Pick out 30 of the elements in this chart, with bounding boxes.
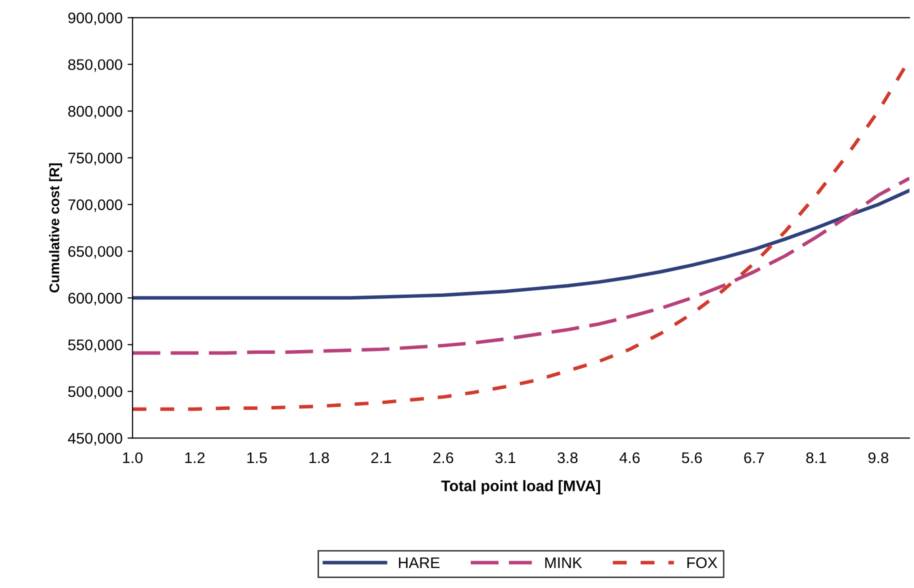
- y-tick-label: 900,000: [68, 12, 122, 26]
- x-tick-label: 9.8: [868, 452, 888, 464]
- x-tick-label: 1.0: [123, 452, 143, 464]
- y-tick-label: 500,000: [68, 386, 122, 399]
- x-tick-label: 4.6: [619, 452, 640, 464]
- x-tick-label: 5.6: [682, 452, 702, 464]
- legend-label: HARE: [398, 557, 440, 568]
- line-series: [132, 188, 910, 300]
- y-tick-label: 550,000: [68, 340, 122, 352]
- y-axis-title: Cumulative cost [R]: [49, 163, 62, 292]
- y-tick-label: 600,000: [68, 292, 122, 306]
- x-tick-label: 3.1: [495, 452, 516, 464]
- x-tick-label: 1.8: [310, 452, 329, 464]
- y-tick-label: 850,000: [68, 59, 122, 72]
- y-tick-label: 450,000: [68, 432, 122, 446]
- x-tick-label: 2.1: [371, 452, 392, 464]
- y-tick-label: 700,000: [68, 199, 122, 212]
- y-tick-label: 750,000: [68, 152, 122, 166]
- x-tick-label: 1.5: [247, 452, 267, 464]
- x-axis-title: Total point load [MVA]: [441, 480, 600, 494]
- legend-label: MINK: [545, 557, 582, 568]
- x-tick-label: 8.1: [806, 452, 826, 464]
- legend-label: FOX: [687, 557, 718, 568]
- line-series: [132, 176, 910, 355]
- x-tick-label: 6.7: [744, 452, 764, 464]
- x-tick-label: 3.8: [558, 452, 578, 464]
- y-tick-label: 800,000: [68, 106, 122, 119]
- x-tick-label: 1.2: [185, 452, 205, 464]
- y-tick-label: 650,000: [68, 246, 122, 259]
- x-tick-label: 2.6: [433, 452, 454, 464]
